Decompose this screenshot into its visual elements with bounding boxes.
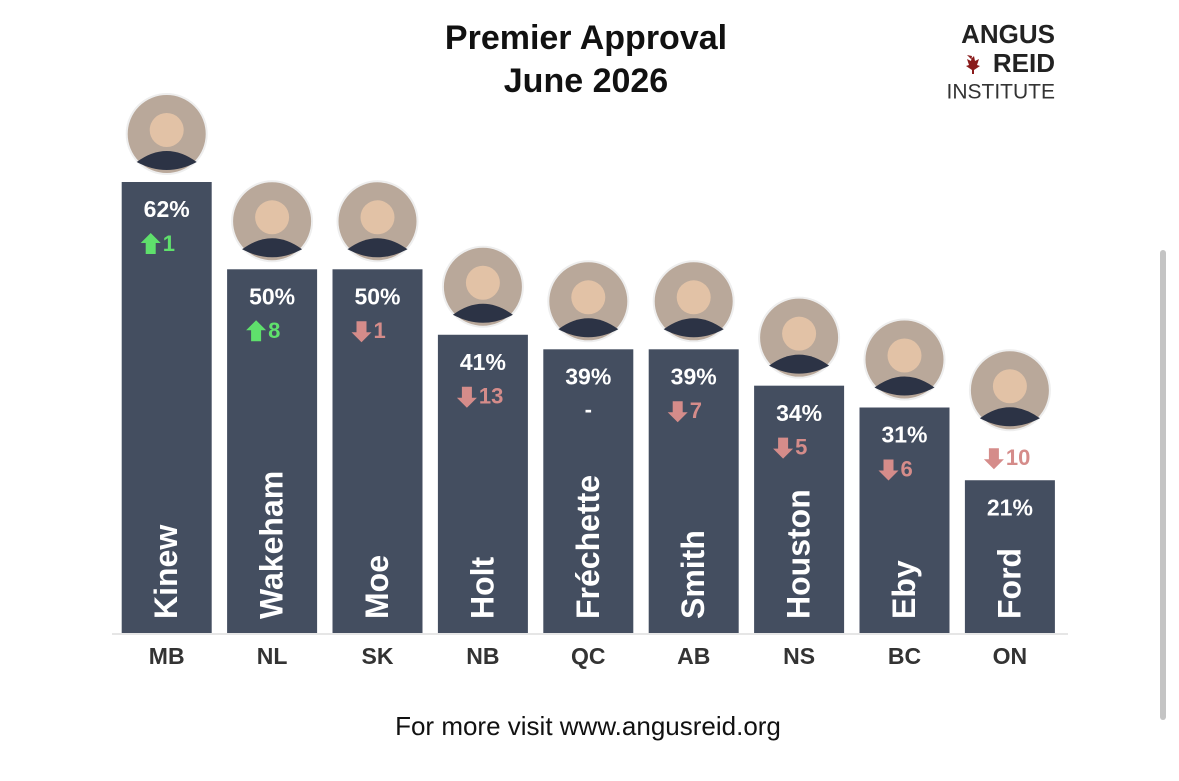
photo-suit: [874, 376, 935, 396]
bar: [648, 349, 739, 633]
chart-title: Premier Approval: [445, 19, 727, 57]
change-arrow: [456, 386, 477, 408]
logo-text: ANGUS: [961, 19, 1055, 49]
value-label: 50%: [354, 283, 400, 309]
change-arrow: [351, 321, 372, 343]
bar: [543, 349, 634, 633]
x-tick-label: AB: [677, 643, 710, 669]
x-tick-label: BC: [888, 643, 921, 669]
photo-suit: [663, 318, 724, 338]
bar: [121, 182, 212, 633]
logo-leaf: [966, 55, 980, 74]
x-tick-label: QC: [571, 643, 606, 669]
change-label: 1: [163, 231, 175, 256]
photo-suit: [452, 303, 513, 323]
footer: For more visit www.angusreid.org: [395, 711, 781, 741]
bar: [332, 269, 423, 633]
change-arrow: [140, 233, 161, 254]
change-label: 10: [1006, 445, 1030, 470]
change-label: 1: [374, 318, 386, 343]
x-tick-label: NS: [783, 643, 815, 669]
premier-name: Ford: [991, 548, 1027, 619]
value-label: 31%: [881, 422, 927, 448]
scrollbar: [1160, 250, 1166, 720]
value-label: 21%: [987, 494, 1033, 520]
logo-text: REID: [993, 48, 1055, 78]
photo-suit: [242, 238, 303, 258]
photo-face: [149, 113, 184, 147]
premier-name: Holt: [464, 556, 500, 619]
premier-name: Houston: [781, 489, 817, 619]
value-label: 50%: [249, 283, 295, 309]
x-tick-label: SK: [362, 643, 394, 669]
photo-face: [360, 200, 395, 235]
photo-face: [887, 338, 922, 373]
change-label: 8: [268, 318, 280, 343]
photo-suit: [979, 407, 1040, 427]
photo-face: [676, 280, 711, 315]
value-label: 39%: [565, 363, 611, 389]
change-label: 6: [901, 456, 913, 481]
photo-suit: [769, 354, 830, 374]
premier-name: Wakeham: [254, 471, 290, 619]
photo-face: [782, 316, 817, 351]
premier-name: Eby: [886, 560, 922, 619]
value-label: 41%: [460, 349, 506, 375]
change-arrow: [983, 448, 1004, 470]
x-tick-label: NL: [257, 643, 288, 669]
value-label: 62%: [144, 196, 190, 222]
bar: [227, 269, 318, 633]
x-tick-label: NB: [466, 643, 499, 669]
premier-name: Kinew: [148, 525, 184, 619]
change-arrow: [878, 459, 899, 481]
change-label: 7: [690, 398, 702, 423]
change-arrow: [667, 401, 688, 423]
change-label: 13: [479, 384, 503, 409]
premier-name: Moe: [359, 555, 395, 619]
photo-suit: [558, 318, 619, 338]
x-tick-label: ON: [993, 643, 1028, 669]
photo-face: [571, 280, 606, 315]
bar: [754, 385, 845, 633]
x-tick-label: MB: [149, 643, 185, 669]
change-arrow: [773, 437, 794, 459]
photo-face: [255, 200, 290, 235]
change-arrow: [246, 320, 267, 342]
bar: [859, 407, 950, 633]
change-label: 5: [795, 434, 807, 459]
chart-subtitle: June 2026: [504, 62, 668, 100]
photo-suit: [136, 151, 197, 170]
premier-name: Smith: [675, 530, 711, 619]
photo-suit: [347, 238, 408, 258]
photo-face: [465, 265, 500, 300]
value-label: 39%: [671, 363, 717, 389]
change-label: -: [585, 397, 592, 422]
value-label: 34%: [776, 400, 822, 426]
logo-text: INSTITUTE: [947, 81, 1056, 104]
photo-face: [992, 369, 1027, 404]
premier-name: Fréchette: [570, 475, 606, 619]
bar: [437, 334, 528, 633]
bar: [964, 480, 1055, 633]
